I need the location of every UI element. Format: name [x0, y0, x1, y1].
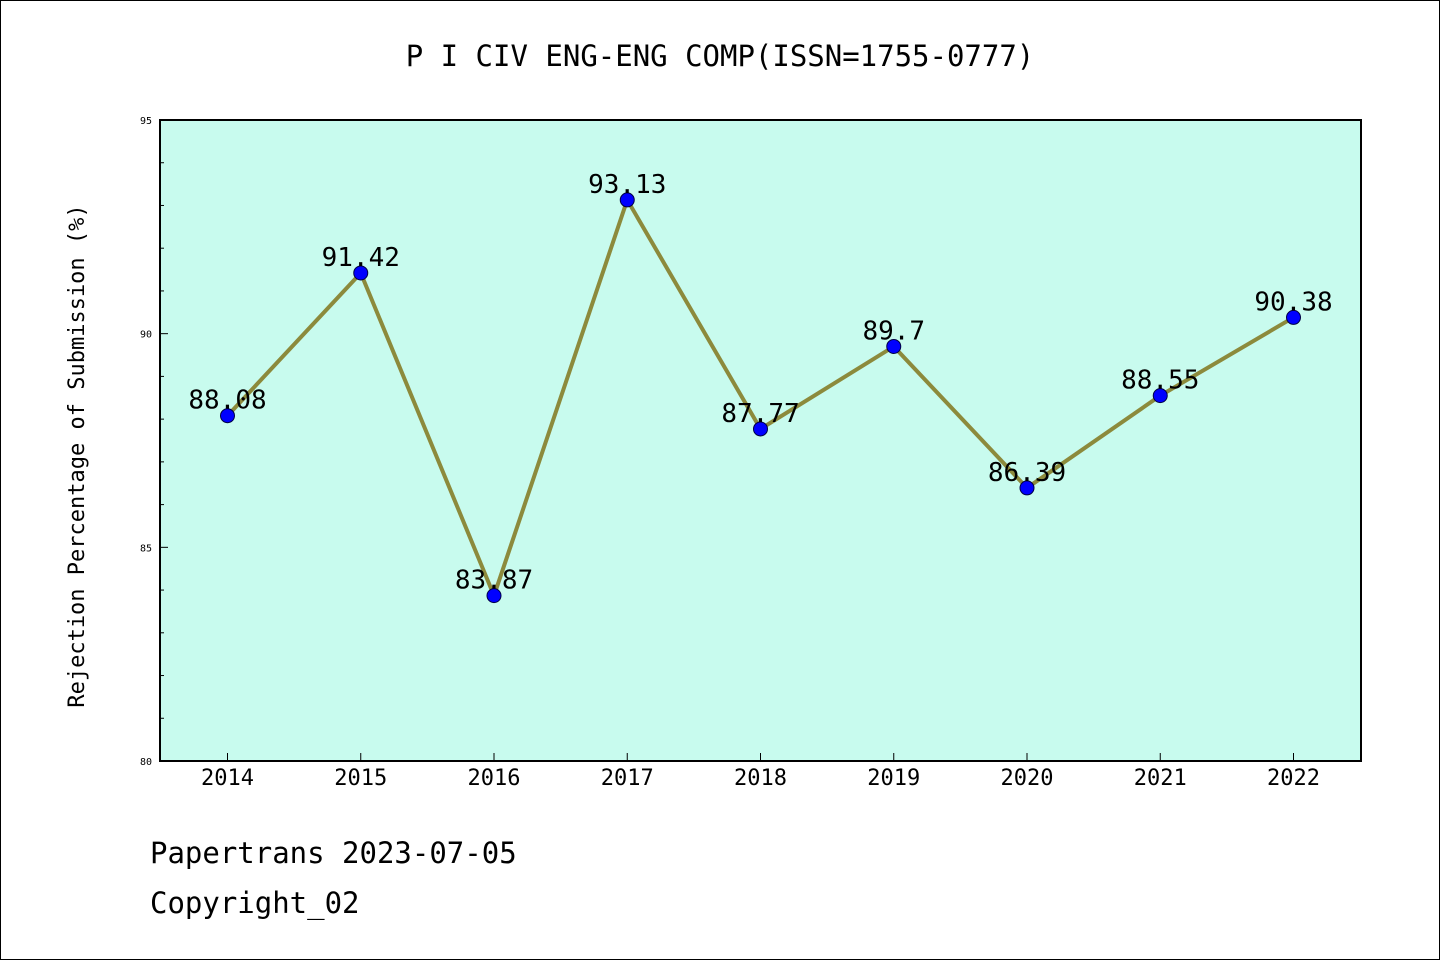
x-tick-label: 2019: [867, 766, 920, 791]
y-tick-label: 95: [140, 116, 152, 127]
source-text: Papertrans 2023-07-05: [150, 836, 517, 870]
data-label: 83.87: [455, 566, 533, 596]
data-point-marker: [753, 421, 768, 437]
data-label: 90.38: [1254, 287, 1332, 317]
data-point-marker: [353, 265, 369, 281]
y-axis-label: Rejection Percentage of Submission (%): [65, 204, 90, 707]
x-tick-label: 2015: [334, 766, 387, 791]
x-tick-label: 2017: [601, 766, 654, 791]
y-tick-label: 80: [140, 757, 152, 768]
x-tick-label: 2014: [201, 766, 254, 791]
x-tick-label: 2022: [1267, 766, 1320, 791]
data-label: 88.55: [1121, 366, 1199, 396]
data-point-marker: [486, 588, 502, 604]
data-label: 89.7: [862, 316, 925, 346]
data-label: 86.39: [988, 458, 1066, 488]
data-label: 87.77: [721, 399, 799, 429]
data-label: 88.08: [188, 386, 266, 416]
data-point-marker: [886, 338, 902, 354]
x-tick-label: 2016: [468, 766, 521, 791]
copyright-text: Copyright_02: [150, 886, 360, 920]
data-label: 93.13: [588, 170, 666, 200]
data-label: 91.42: [322, 243, 400, 273]
y-axis: 80 85 90 95: [140, 116, 168, 768]
x-tick-label: 2020: [1001, 766, 1054, 791]
y-tick-label: 90: [140, 330, 152, 341]
x-tick-label: 2021: [1134, 766, 1187, 791]
data-point-marker: [220, 408, 235, 424]
data-point-marker: [1286, 309, 1301, 325]
data-point-marker: [619, 192, 635, 208]
y-tick-label: 85: [140, 543, 152, 554]
data-labels: 88.08 91.42 83.87 93.13 87.77 89.7 86.39 88.55 9…: [188, 170, 1332, 596]
series-markers: [220, 192, 1301, 604]
plot-area: [159, 119, 1362, 762]
chart-title: P I CIV ENG-ENG COMP(ISSN=1755-0777): [406, 39, 1035, 73]
x-tick-label: 2018: [734, 766, 787, 791]
data-point-marker: [1152, 388, 1168, 404]
x-axis: 2014 2015 2016 2017 2018 2019 2020 2021 2022: [201, 753, 1320, 791]
data-point-marker: [1019, 480, 1035, 496]
